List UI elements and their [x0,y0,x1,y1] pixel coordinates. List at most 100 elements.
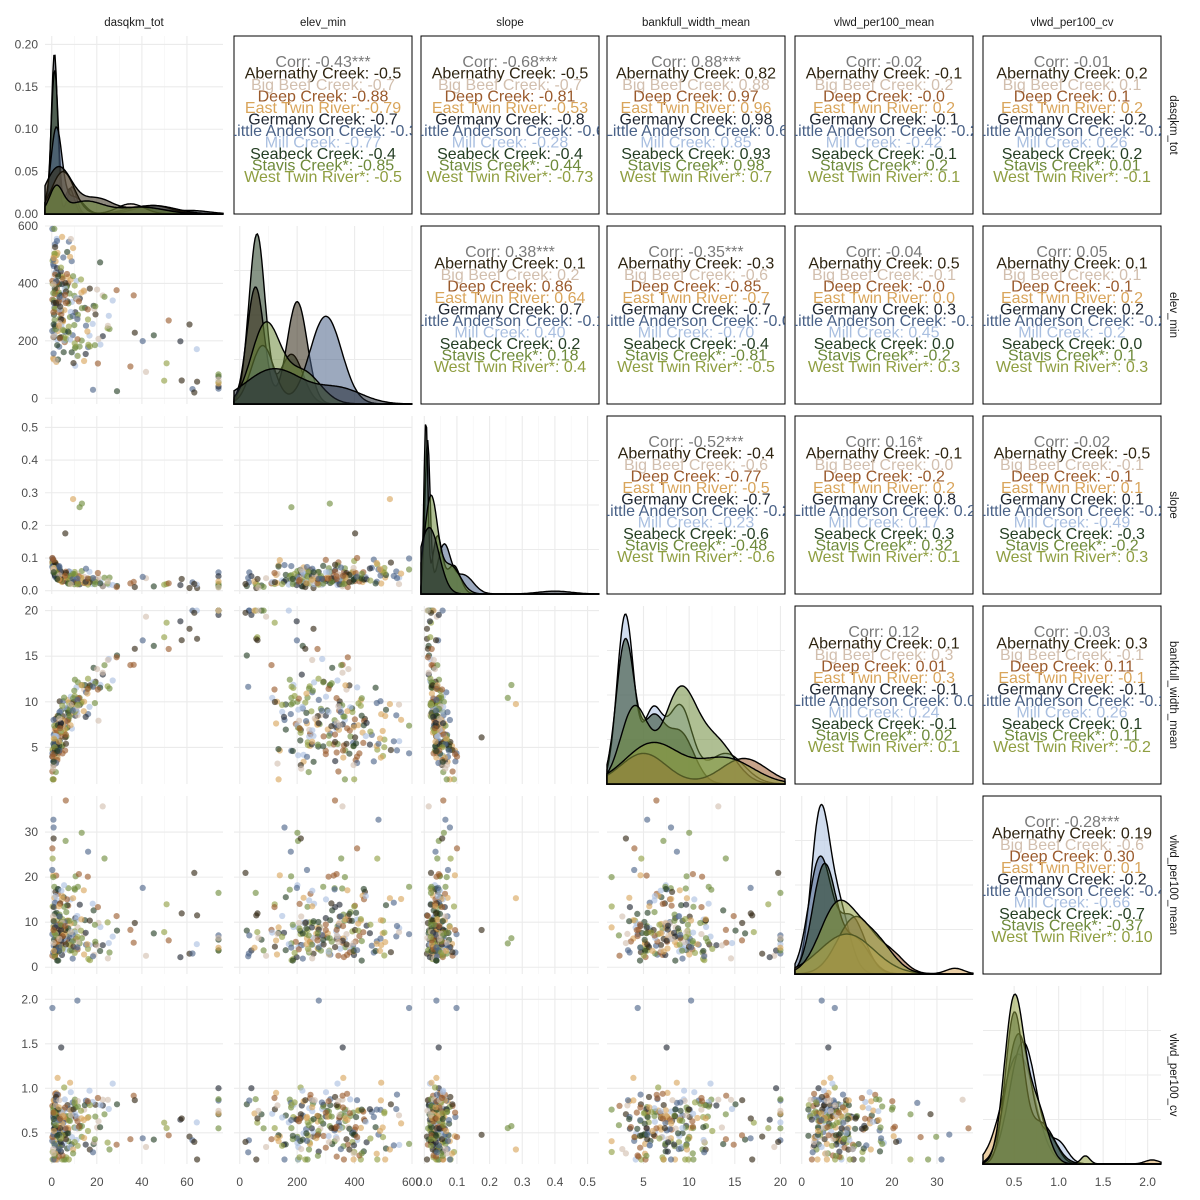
correlation-group: Seabeck Creek: -0.1 [811,146,957,163]
scatter-point [877,1124,884,1131]
scatter-point [845,1097,852,1104]
scatter-point [653,797,660,804]
scatter-point [439,918,446,925]
scatter-point [67,235,74,243]
scatter-point [91,700,98,707]
correlation-group: West Twin River*: -0.1 [993,169,1151,186]
scatter-point [344,654,351,661]
scatter-point [310,758,317,765]
scatter-point [722,1111,729,1118]
scatter-panel [49,607,222,783]
scatter-point [76,901,83,908]
scatter-point [163,360,170,367]
x-tick-label: 0.5 [579,1175,596,1189]
scatter-point [387,747,394,754]
scatter-point [315,675,322,682]
scatter-point [631,845,638,852]
scatter-point [279,1142,286,1149]
scatter-point [95,335,102,342]
scatter-point [62,572,69,579]
x-tick-label: 1.5 [1095,1175,1112,1189]
scatter-point [917,1134,924,1141]
scatter-point [101,293,108,300]
scatter-point [631,866,638,874]
scatter-point [334,677,341,684]
scatter-point [827,1097,834,1104]
scatter-point [375,816,382,823]
scatter-point [637,1104,644,1111]
scatter-point [372,947,379,955]
scatter-point [777,934,784,942]
scatter-point [106,1146,113,1153]
correlation-group: West Twin River*: -0.6 [617,549,775,566]
scatter-point [186,625,193,632]
scatter-point [61,1084,68,1091]
scatter-point [314,645,321,653]
scatter-point [673,848,681,855]
scatter-point [74,696,81,704]
scatter-point [675,1146,682,1153]
scatter-point [66,917,73,924]
scatter-point [442,1146,449,1153]
y-tick-label: 5 [31,740,38,754]
scatter-point [276,557,283,564]
scatter-point [331,886,338,893]
scatter-point [873,1096,880,1103]
scatter-point [308,941,315,948]
scatter-point [84,328,91,335]
scatter-point [428,1079,435,1086]
scatter-point [448,1150,456,1157]
scatter-point [438,686,446,693]
scatter-point [177,954,184,961]
correlation-group: Stavis Creek*: -0.2 [817,348,950,365]
scatter-point [56,294,63,301]
scatter-point [305,568,312,575]
correlation-group: Deep Creek: 0.30 [1009,849,1135,866]
strip-label-top: elev_min [300,17,346,29]
scatter-point [91,581,98,588]
scatter-point [131,919,138,927]
scatter-point [314,1132,321,1139]
correlation-panel-border [982,795,1162,975]
scatter-point [333,573,340,580]
scatter-point [398,895,405,903]
scatter-point [889,1098,896,1105]
correlation-group: Germany Creek: -0.1 [997,682,1146,699]
scatter-point [893,1138,900,1145]
scatter-point [777,1125,784,1132]
correlation-group: East Twin River: -0.1 [998,670,1145,687]
scatter-point [288,563,295,570]
scatter-point [274,760,281,767]
correlation-group: Mill Creek: -0.23 [638,515,755,532]
y-tick-label: 600 [18,219,38,233]
scatter-point [396,1141,403,1148]
scatter-point [335,938,342,946]
scatter-point [215,611,222,619]
correlation-group: Big Beef Creek: 0.88 [622,77,770,94]
scatter-point [282,947,289,954]
correlation-group: Stavis Creek*: -0.48 [625,538,767,555]
scatter-point [82,929,89,936]
scatter-point [105,312,112,319]
correlation-group: Stavis Creek*: -0.81 [625,348,767,365]
scatter-point [452,751,459,758]
scatter-point [432,910,440,917]
scatter-point [656,921,663,928]
scatter-point [50,1116,57,1123]
scatter-point [433,873,440,880]
scatter-point [690,929,697,936]
scatter-point [353,1114,360,1121]
y-tick-label: 20 [25,604,39,618]
scatter-point [739,1097,746,1104]
correlation-group: Deep Creek: -0.2 [823,469,945,486]
scatter-point [374,855,381,862]
scatter-point [688,944,695,951]
scatter-point [62,747,69,754]
scatter-point [363,1139,370,1146]
scatter-point [442,765,449,772]
scatter-point [109,1080,116,1087]
scatter-point [427,1142,434,1149]
correlation-group: Abernathy Creek: -0.5 [994,446,1151,463]
scatter-point [431,1084,439,1091]
correlation-group: Abernathy Creek: 0.19 [992,826,1152,843]
